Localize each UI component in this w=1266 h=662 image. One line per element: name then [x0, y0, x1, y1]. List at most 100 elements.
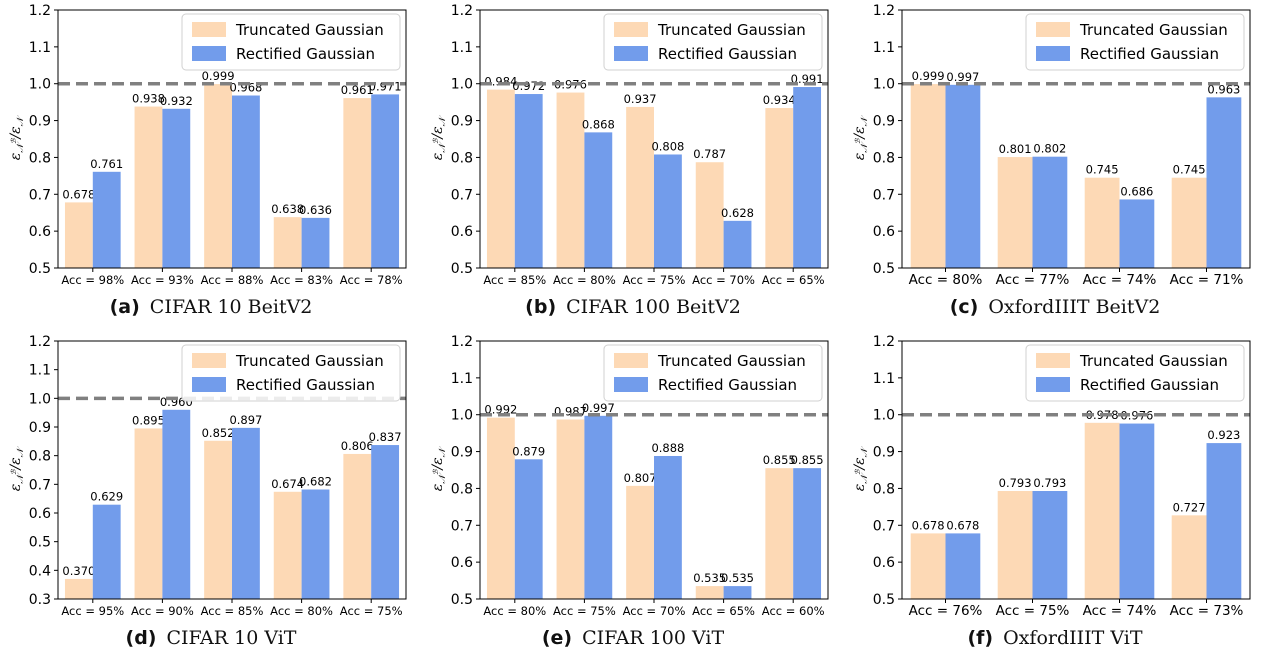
- bar-value-label: 0.678: [912, 518, 945, 532]
- bar-value-label: 0.638: [271, 202, 304, 216]
- bar-rectified-3: [1206, 97, 1242, 268]
- subfigure-letter: (f): [967, 627, 994, 649]
- bar-rectified-3: [1206, 443, 1242, 599]
- y-tick-label: 0.6: [873, 555, 895, 571]
- bar-rectified-2: [232, 95, 260, 268]
- bar-rectified-1: [584, 415, 613, 599]
- bar-value-label: 0.961: [341, 83, 374, 97]
- bar-rectified-0: [514, 94, 543, 268]
- bar-value-label: 0.793: [1033, 476, 1066, 490]
- bar-rectified-0: [945, 533, 981, 599]
- y-tick-label: 0.5: [873, 261, 895, 277]
- y-tick-label: 0.5: [873, 592, 895, 608]
- bar-truncated-1: [997, 491, 1033, 599]
- bar-rectified-0: [945, 84, 981, 268]
- bar-value-label: 0.938: [132, 92, 165, 106]
- legend-swatch: [192, 353, 226, 368]
- bar-rectified-3: [723, 220, 752, 268]
- subfigure-caption: (c) OxfordIIIT BeitV2: [844, 296, 1266, 318]
- legend-box: [181, 344, 401, 402]
- y-tick-label: 0.6: [451, 224, 473, 240]
- bar-value-label: 0.535: [721, 571, 754, 585]
- legend-box: [603, 13, 823, 71]
- y-tick-label: 1.0: [29, 391, 51, 407]
- bar-value-label: 0.997: [582, 401, 615, 415]
- bar-truncated-1: [556, 92, 585, 268]
- bar-truncated-2: [626, 485, 654, 599]
- y-tick-label: 1.1: [29, 363, 51, 379]
- subfigure-title: CIFAR 10 BeitV2: [149, 296, 313, 318]
- x-tick-label: Acc = 65%: [762, 273, 825, 287]
- y-axis-label: ε𝒩ℬ/ε𝒩: [852, 445, 870, 491]
- x-tick-label: Acc = 75%: [623, 273, 686, 287]
- bar-value-label: 0.855: [791, 453, 824, 467]
- subfigure-letter: (c): [949, 296, 979, 318]
- axes-frame: [901, 340, 1251, 600]
- y-tick-label: 0.8: [873, 150, 895, 166]
- x-tick-label: Acc = 88%: [201, 273, 264, 287]
- legend-swatch: [1036, 46, 1070, 61]
- bar-rectified-0: [92, 504, 121, 599]
- x-tick-label: Acc = 93%: [131, 273, 194, 287]
- bar-truncated-1: [997, 157, 1033, 268]
- bar-value-label: 0.895: [132, 413, 165, 427]
- bar-value-label: 0.972: [512, 79, 545, 93]
- legend-label: Rectified Gaussian: [1080, 45, 1219, 63]
- legend-swatch: [1036, 377, 1070, 392]
- y-tick-label: 0.6: [29, 224, 51, 240]
- legend-label: Rectified Gaussian: [658, 376, 797, 394]
- chart-svg: 0.3700.8950.8520.6740.8060.6290.9600.897…: [8, 334, 407, 618]
- subfigure-title: CIFAR 100 ViT: [582, 627, 725, 649]
- legend-label: Truncated Gaussian: [1079, 352, 1228, 370]
- y-tick-label: 1.0: [873, 408, 895, 424]
- bar-truncated-3: [273, 491, 302, 599]
- subfigure-caption: (d) CIFAR 10 ViT: [0, 627, 422, 649]
- y-tick-label: 0.9: [873, 114, 895, 130]
- y-tick-label: 0.7: [451, 518, 473, 534]
- bar-rectified-4: [793, 87, 822, 268]
- x-tick-label: Acc = 80%: [909, 272, 983, 288]
- y-tick-label: 1.0: [451, 77, 473, 93]
- bar-value-label: 0.932: [160, 94, 193, 108]
- x-tick-label: Acc = 75%: [996, 603, 1070, 619]
- bar-value-label: 0.968: [229, 81, 262, 95]
- x-tick-label: Acc = 74%: [1083, 272, 1157, 288]
- chart-panel-0: 0.678 0.938 0.999 0.638 0.961 0.761 0.932 0.968…: [0, 0, 422, 331]
- chart-svg: 0.6780.7930.9780.7270.6780.7930.9760.923…: [852, 334, 1251, 619]
- legend-label: Truncated Gaussian: [1079, 21, 1228, 39]
- bar-truncated-2: [1084, 422, 1120, 599]
- legend-label: Truncated Gaussian: [235, 21, 384, 39]
- bar-rectified-2: [654, 154, 682, 268]
- bar-value-label: 0.999: [202, 69, 235, 83]
- x-tick-label: Acc = 85%: [201, 604, 264, 618]
- legend-swatch: [192, 22, 226, 37]
- legend-box: [1025, 13, 1245, 71]
- bar-truncated-4: [343, 98, 372, 269]
- subfigure-caption: (e) CIFAR 100 ViT: [422, 627, 844, 649]
- y-tick-label: 0.7: [29, 187, 51, 203]
- y-tick-label: 0.7: [873, 187, 895, 203]
- subfigure-title: CIFAR 100 BeitV2: [566, 296, 741, 318]
- bar-value-label: 0.999: [912, 69, 945, 83]
- subfigure-title: CIFAR 10 ViT: [166, 627, 297, 649]
- legend-swatch: [614, 22, 648, 37]
- y-tick-label: 1.0: [451, 408, 473, 424]
- bar-value-label: 0.807: [624, 471, 657, 485]
- legend-swatch: [192, 377, 226, 392]
- bar-value-label: 0.787: [693, 147, 726, 161]
- bar-rectified-0: [514, 459, 543, 599]
- bar-value-label: 0.868: [582, 117, 615, 131]
- legend: Truncated Gaussian Rectified Gaussian: [1025, 13, 1245, 71]
- y-tick-label: 1.2: [29, 3, 51, 19]
- bar-rectified-3: [301, 489, 330, 599]
- subfigure-letter: (b): [525, 296, 557, 318]
- bar-rectified-1: [584, 132, 613, 268]
- bar-truncated-1: [556, 419, 585, 599]
- y-axis-label: ε𝒩ℬ/ε𝒩: [8, 114, 26, 160]
- y-tick-label: 0.6: [873, 224, 895, 240]
- bar-value-label: 0.745: [1173, 163, 1206, 177]
- x-tick-label: Acc = 65%: [692, 604, 755, 618]
- bar-rectified-3: [723, 586, 752, 599]
- bar-truncated-2: [1084, 177, 1120, 268]
